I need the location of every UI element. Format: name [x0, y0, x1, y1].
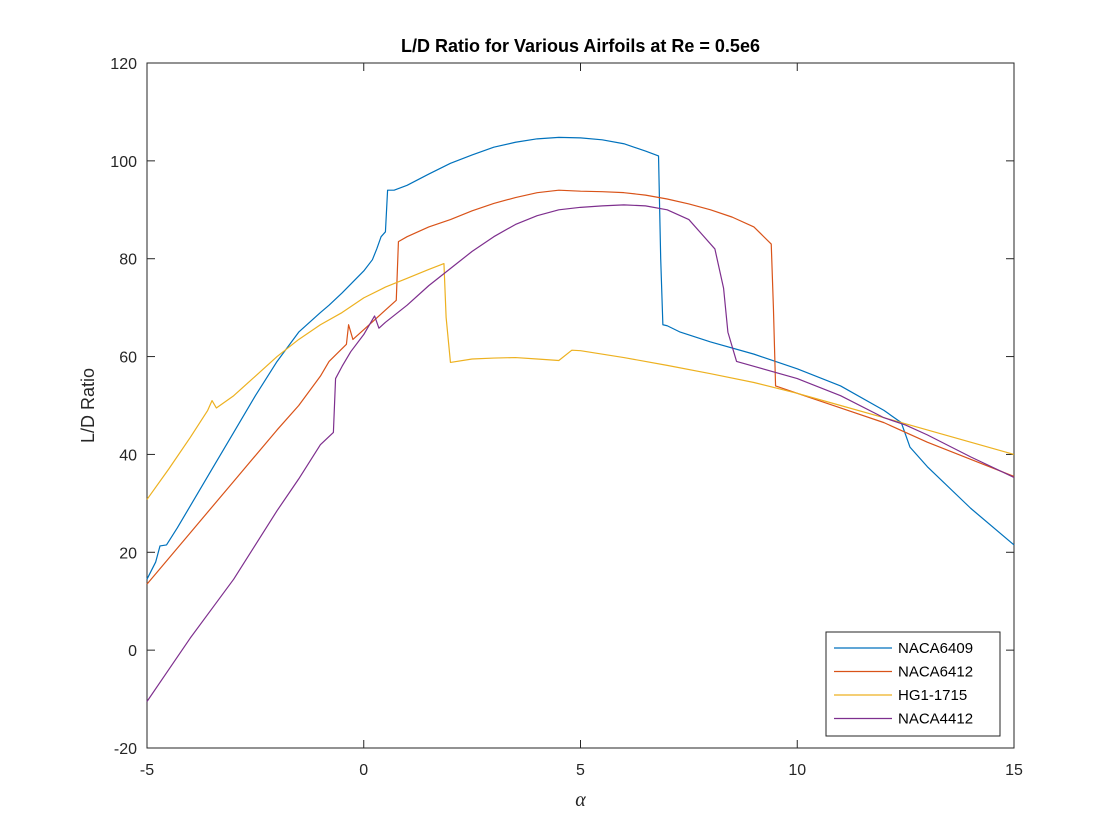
legend: NACA6409 NACA6412 HG1-1715 NACA4412	[825, 631, 1001, 737]
series-lines	[146, 136, 1015, 702]
x-axis-label: α	[575, 789, 586, 811]
x-tick-label: 10	[788, 762, 806, 779]
series-line-naca6412	[146, 189, 1015, 585]
chart-title: L/D Ratio for Various Airfoils at Re = 0…	[401, 36, 760, 56]
x-axis-ticks: -5 0 5 10 15	[140, 63, 1023, 779]
y-tick-label: 80	[119, 252, 137, 269]
series-line-naca6409	[146, 136, 1015, 580]
y-tick-label: 40	[119, 447, 137, 464]
legend-entry-label: NACA4412	[898, 711, 973, 728]
legend-entry-label: HG1-1715	[898, 687, 967, 704]
x-tick-label: 15	[1005, 762, 1023, 779]
y-axis-label: L/D Ratio	[78, 368, 98, 443]
legend-entry-label: NACA6412	[898, 664, 973, 681]
x-tick-label: -5	[140, 762, 154, 779]
y-tick-label: 100	[110, 154, 137, 171]
series-line-hg1-1715	[146, 263, 1015, 500]
y-tick-label: 60	[119, 350, 137, 367]
x-tick-label: 0	[359, 762, 368, 779]
y-tick-label: 120	[110, 56, 137, 73]
y-axis-ticks: -20 0 20 40 60 80 100 120	[110, 56, 1014, 758]
x-tick-label: 5	[576, 762, 585, 779]
series-line-naca4412	[146, 204, 1015, 702]
legend-entry-label: NACA6409	[898, 640, 973, 657]
y-tick-label: 0	[128, 643, 137, 660]
y-tick-label: -20	[114, 741, 137, 758]
y-tick-label: 20	[119, 545, 137, 562]
